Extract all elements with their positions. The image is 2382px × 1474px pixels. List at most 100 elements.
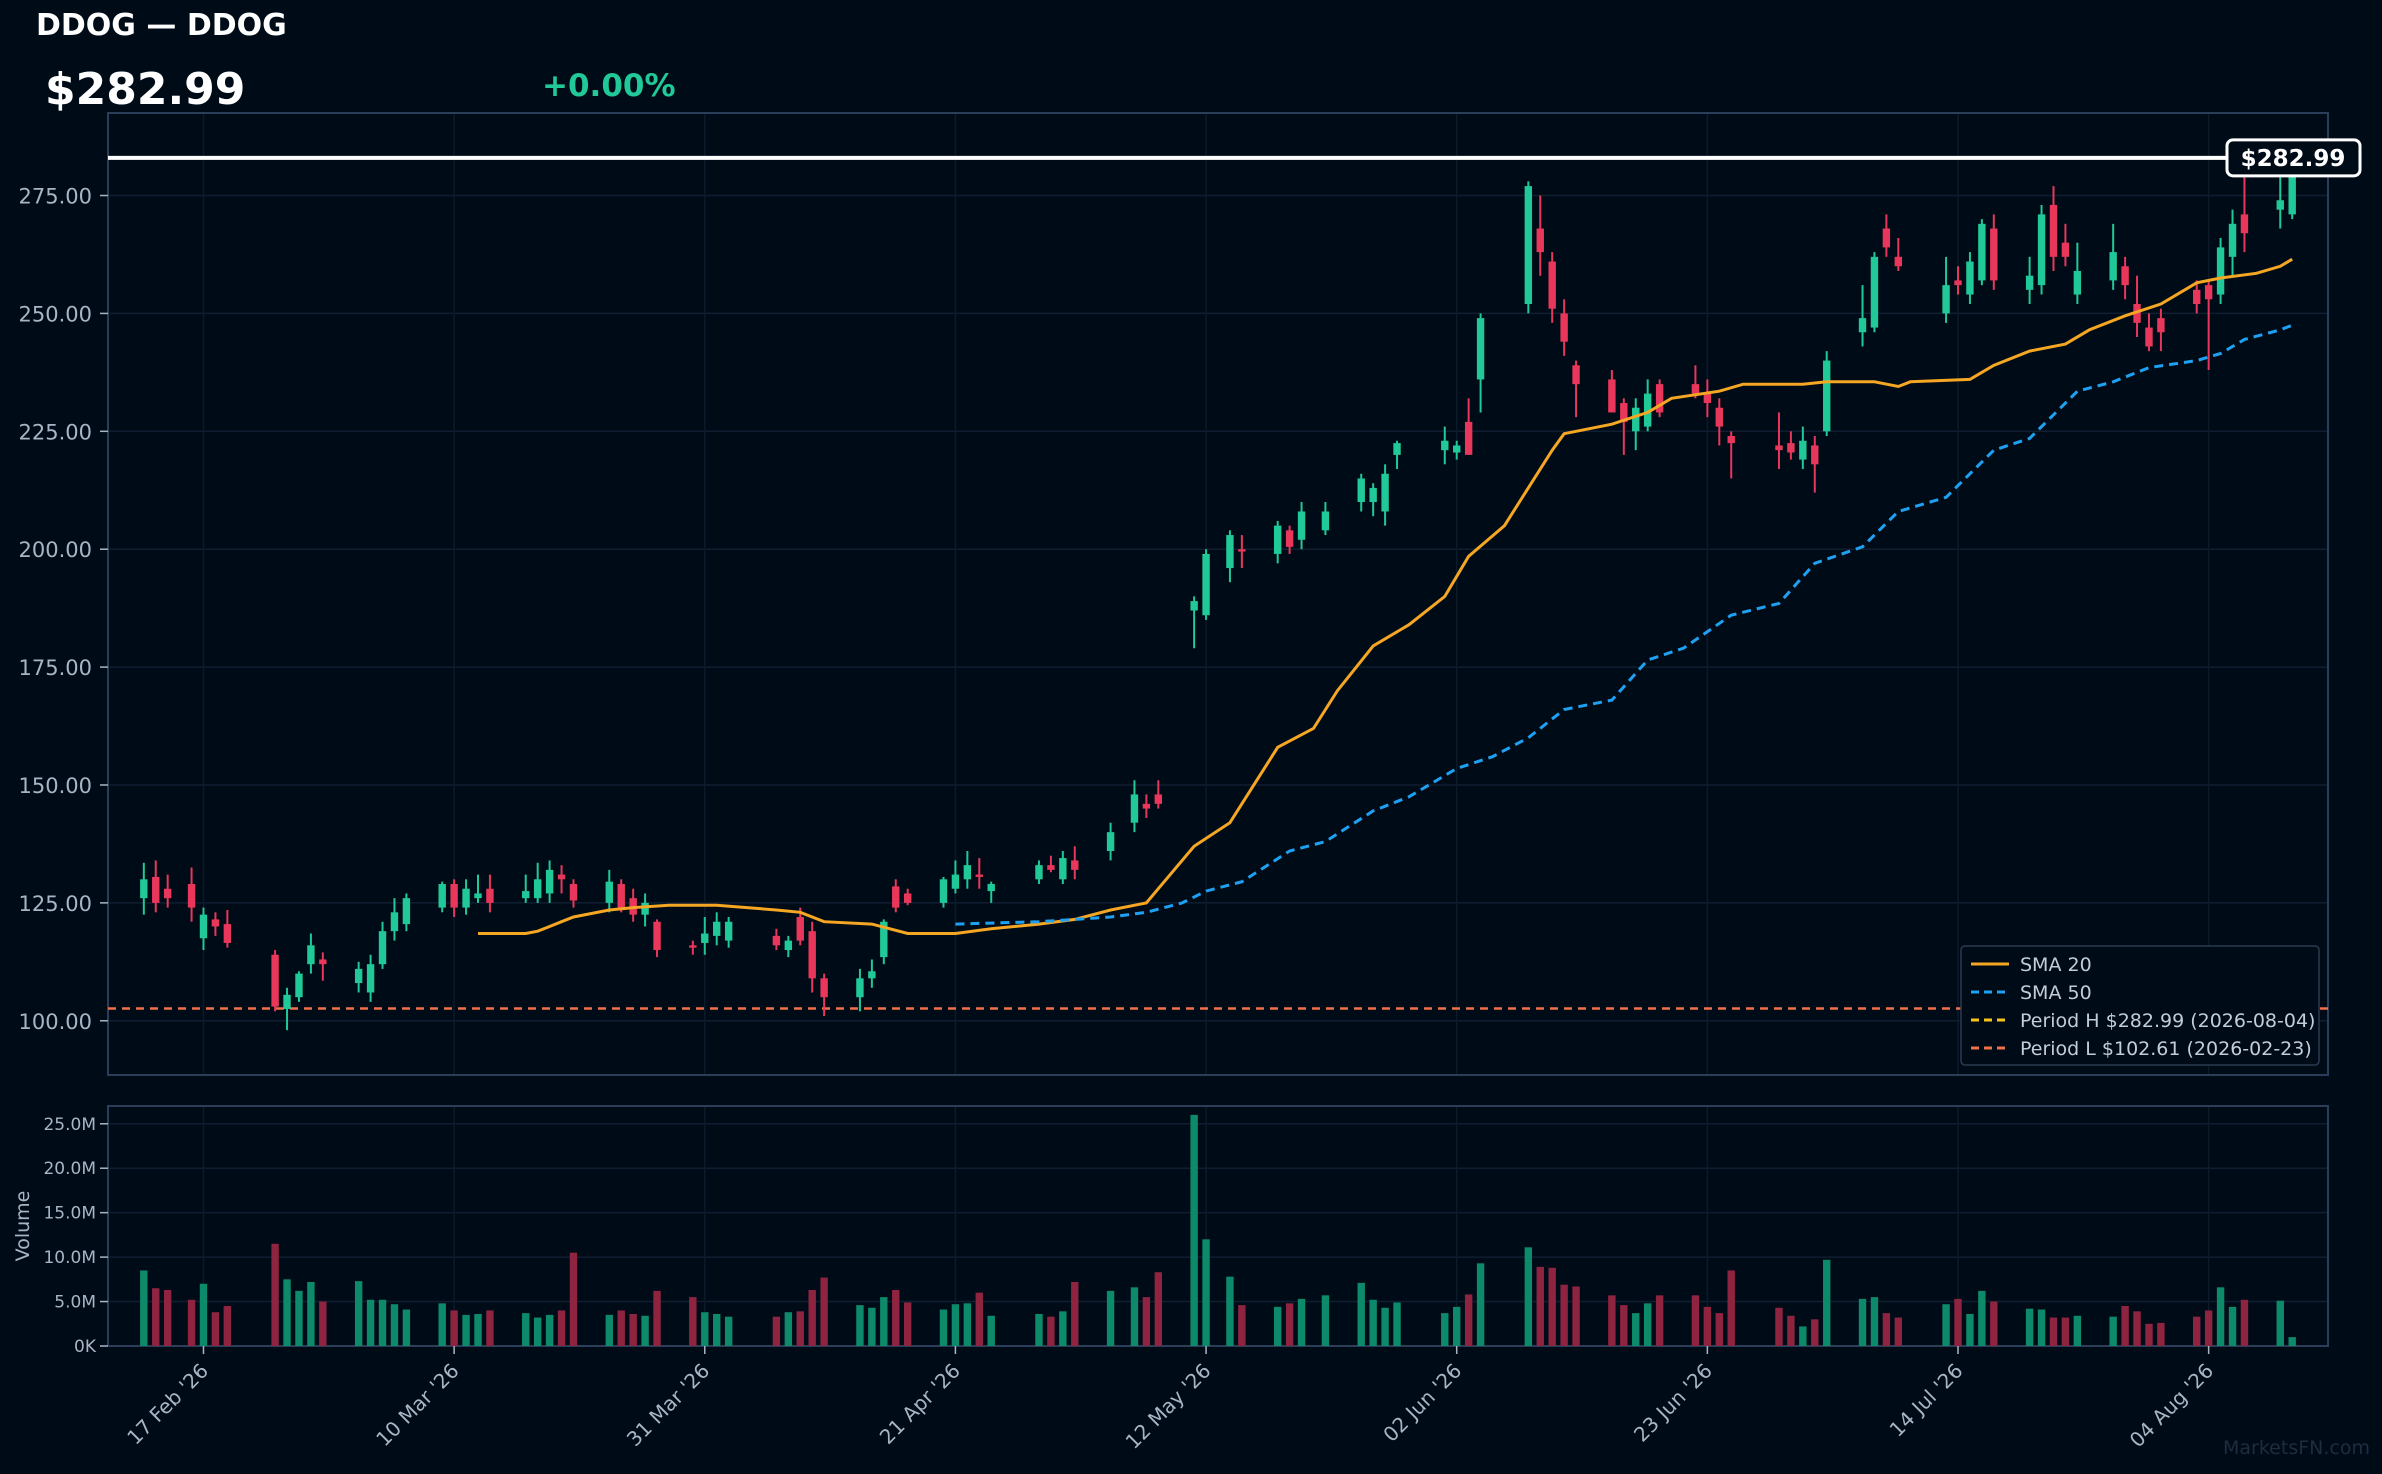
candle [2121,256,2129,300]
volume-bar [1799,1326,1807,1346]
candle [1894,237,1903,271]
candle-body [1643,393,1652,427]
volume-bar [820,1277,828,1346]
volume-bar [1393,1302,1401,1346]
candle-body [1775,445,1783,451]
candle [2037,204,2046,295]
legend-label-sma20: SMA 20 [2020,954,2092,976]
candle [2109,223,2117,290]
candle [1059,851,1067,885]
volume-bar [2121,1306,2129,1346]
candle [1882,214,1891,257]
candle-body [486,888,494,903]
volume-bar [1787,1315,1795,1346]
candle [713,912,721,946]
sma20-line [478,257,2293,935]
candle-body [1691,384,1700,394]
volume-bar [1894,1317,1903,1346]
candle [522,874,530,903]
x-tick-label: 04 Aug '26 [2125,1359,2218,1452]
volume-bar [2049,1317,2058,1346]
candle [163,874,172,908]
candle-body [2061,242,2070,257]
candle [1297,502,1306,550]
candle-body [1882,228,1891,248]
candle-body [211,919,220,927]
candle [283,987,291,1031]
candle-body [354,968,363,984]
price-change-pct: +0.00% [542,68,676,104]
volume-bar [1035,1314,1043,1346]
candle-body [1632,407,1640,432]
candle-body [1942,285,1950,314]
volume-bar [784,1312,793,1346]
candle [1548,252,1556,323]
candle-body [283,994,291,1009]
x-tick-label: 02 Jun '26 [1378,1359,1466,1447]
volume-bar [1572,1286,1580,1346]
candle [856,968,864,1012]
candle-body [2228,223,2237,257]
volume-bar [856,1305,864,1346]
volume-bar [295,1290,303,1346]
candle [1142,794,1151,818]
candle [1381,464,1389,526]
chart-title: DDOG — DDOG [36,8,287,43]
volume-bar [438,1303,446,1346]
candle [366,954,375,1002]
volume-bar [880,1297,888,1346]
candle [187,867,196,922]
last-price: $282.99 [45,64,246,115]
candlesticks [140,157,2296,1031]
volume-bar [1441,1313,1449,1346]
candle-body [1966,261,1974,295]
candle-body [1285,530,1294,547]
candle-body [772,935,781,946]
volume-bar [1453,1306,1461,1346]
candle-body [1727,436,1735,444]
volume-bar [1882,1313,1891,1346]
candle-body [522,891,530,899]
candle-body [1453,445,1461,453]
candle-body [1035,865,1043,880]
volume-bar [2037,1309,2046,1346]
candle-body [163,888,172,899]
volume-bar [1823,1259,1831,1346]
candle [892,879,900,913]
volume-bar [1381,1307,1389,1346]
volume-bar [1285,1303,1294,1346]
candle-body [199,914,208,939]
volume-bar [462,1314,470,1346]
volume-bar [1703,1306,1712,1346]
x-tick-label: 23 Jun '26 [1629,1359,1717,1447]
volume-bar [1238,1305,1246,1346]
chart-legend: SMA 20 SMA 50 Period H $282.99 (2026-08-04… [1960,945,2320,1066]
volume-bar [474,1314,482,1346]
candle-body [724,921,733,941]
candle-body [1823,360,1831,432]
x-tick-label: 14 Jul '26 [1885,1359,1968,1442]
candle-body [951,874,960,889]
price-y-tick-label: 200.00 [19,538,92,562]
candle-body [295,973,303,998]
candle [1273,520,1282,564]
volume-bar [402,1309,411,1346]
volume-bar [2157,1322,2165,1346]
candle [1202,549,1210,620]
legend-label-low: Period L $102.61 (2026-02-23) [2020,1038,2312,1060]
volume-bar [1978,1290,1986,1346]
candle [1464,398,1473,455]
candle [1715,398,1723,446]
candle-body [939,879,948,903]
candle-body [1524,186,1533,304]
candle [307,933,315,974]
candle [1643,379,1652,432]
candle-body [1130,794,1139,823]
volume-bar [808,1290,816,1346]
volume-bar [2228,1306,2237,1346]
candle-body [2240,214,2249,234]
candle-body [796,917,804,941]
volume-bar [641,1315,649,1346]
candle [1190,596,1198,649]
